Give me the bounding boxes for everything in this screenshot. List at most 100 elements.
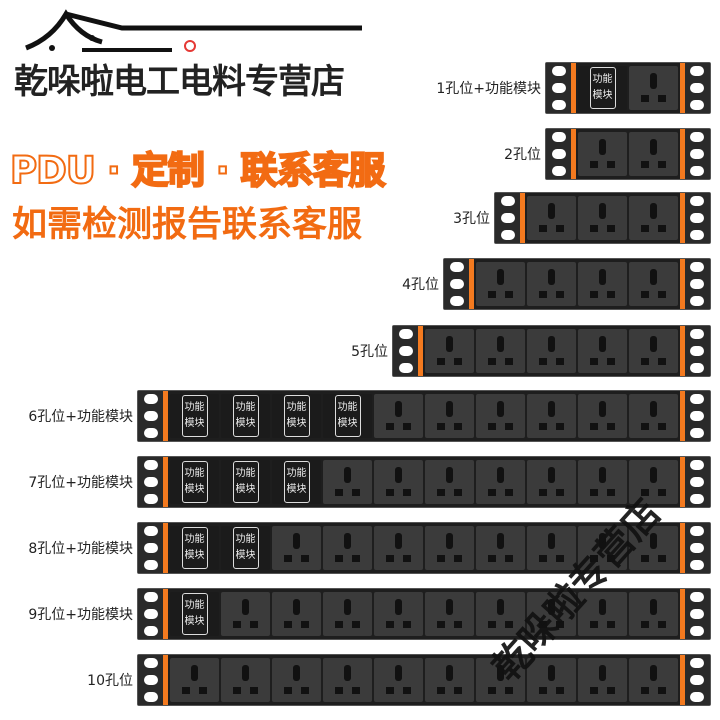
mounting-hole <box>500 196 515 207</box>
socket-keyhole <box>446 533 453 549</box>
pdu-strip <box>494 192 711 244</box>
mounting-hole <box>690 82 705 93</box>
socket-pin <box>590 161 598 168</box>
socket-pin <box>403 621 411 628</box>
slot-row <box>423 326 680 376</box>
mounting-hole <box>690 592 705 603</box>
socket-pin <box>539 555 547 562</box>
socket-pin <box>352 555 360 562</box>
socket-pin <box>505 555 513 562</box>
mounting-hole <box>690 132 705 143</box>
mounting-hole <box>690 691 705 702</box>
mounting-hole <box>449 278 464 289</box>
universal-socket-icon <box>272 592 321 636</box>
mounting-hole <box>143 427 158 438</box>
function-module-label: 功能 模块 <box>589 67 616 109</box>
socket-pin <box>658 423 666 430</box>
universal-socket-icon <box>629 460 678 504</box>
universal-socket-icon <box>425 592 474 636</box>
universal-socket-icon <box>578 262 627 306</box>
strip-label: 2孔位 <box>504 147 541 163</box>
universal-socket-icon <box>527 460 576 504</box>
universal-socket-icon <box>476 592 525 636</box>
socket-pin <box>403 687 411 694</box>
socket-keyhole <box>395 533 402 549</box>
universal-socket-icon <box>221 592 270 636</box>
mounting-hole <box>551 132 566 143</box>
socket-pin <box>641 291 649 298</box>
function-module-label: 功能 模块 <box>283 461 310 503</box>
universal-socket-icon <box>629 526 678 570</box>
socket-pin <box>250 621 258 628</box>
socket-pin <box>641 555 649 562</box>
socket-keyhole <box>497 401 504 417</box>
mounting-ear <box>546 63 572 113</box>
function-module: 功能 模块 <box>221 460 270 504</box>
socket-keyhole <box>599 336 606 352</box>
socket-keyhole <box>650 139 657 155</box>
socket-pin <box>301 555 309 562</box>
universal-socket-icon <box>578 592 627 636</box>
socket-keyhole <box>650 665 657 681</box>
mounting-hole <box>500 212 515 223</box>
mounting-ear <box>684 259 710 309</box>
mounting-hole <box>690 362 705 373</box>
universal-socket-icon <box>476 460 525 504</box>
promo-headline: PDU · 定制 · 联系客服 <box>9 148 387 193</box>
socket-pin <box>590 423 598 430</box>
orange-accent-bar <box>163 589 168 639</box>
function-module: 功能 模块 <box>170 394 219 438</box>
universal-socket-icon <box>527 262 576 306</box>
pdu-strip <box>392 325 711 377</box>
function-module-label: 功能 模块 <box>334 395 361 437</box>
strip-label: 6孔位+功能模块 <box>28 409 133 425</box>
universal-socket-icon <box>425 460 474 504</box>
socket-keyhole <box>344 533 351 549</box>
universal-socket-icon <box>629 196 678 240</box>
mounting-hole <box>551 99 566 110</box>
universal-socket-icon <box>476 658 525 702</box>
socket-keyhole <box>548 401 555 417</box>
socket-pin <box>488 687 496 694</box>
universal-socket-icon <box>476 262 525 306</box>
mounting-hole <box>690 476 705 487</box>
socket-pin <box>505 687 513 694</box>
socket-keyhole <box>446 467 453 483</box>
socket-keyhole <box>548 467 555 483</box>
socket-pin <box>539 621 547 628</box>
socket-keyhole <box>599 599 606 615</box>
orange-accent-bar <box>680 457 685 507</box>
strip-label: 4孔位 <box>402 277 439 293</box>
socket-keyhole <box>293 599 300 615</box>
socket-pin <box>607 687 615 694</box>
strip-label: 7孔位+功能模块 <box>28 475 133 491</box>
mounting-hole <box>690 526 705 537</box>
function-module-label: 功能 模块 <box>283 395 310 437</box>
universal-socket-icon <box>323 460 372 504</box>
mounting-hole <box>143 526 158 537</box>
socket-keyhole <box>650 336 657 352</box>
socket-pin <box>403 555 411 562</box>
socket-pin <box>641 423 649 430</box>
mounting-ear <box>684 457 710 507</box>
socket-keyhole <box>599 139 606 155</box>
pdu-strip: 功能 模块 <box>545 62 711 114</box>
orange-accent-bar <box>680 589 685 639</box>
socket-keyhole <box>497 665 504 681</box>
universal-socket-icon <box>374 658 423 702</box>
mounting-hole <box>398 329 413 340</box>
socket-keyhole <box>497 269 504 285</box>
socket-pin <box>250 687 258 694</box>
mounting-ear <box>684 655 710 705</box>
mounting-hole <box>398 345 413 356</box>
orange-accent-bar <box>163 391 168 441</box>
socket-pin <box>505 291 513 298</box>
universal-socket-icon <box>629 592 678 636</box>
universal-socket-icon <box>170 658 219 702</box>
socket-keyhole <box>191 665 198 681</box>
socket-pin <box>301 687 309 694</box>
socket-keyhole <box>599 467 606 483</box>
socket-pin <box>556 687 564 694</box>
mounting-hole <box>143 691 158 702</box>
mounting-hole <box>143 493 158 504</box>
